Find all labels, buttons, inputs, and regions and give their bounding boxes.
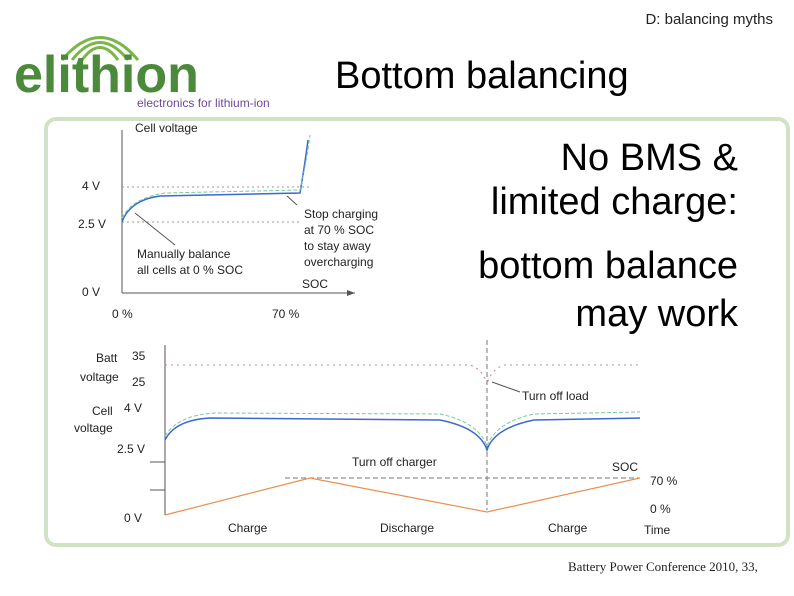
footer: Battery Power Conference 2010, 33, [568,559,758,574]
logo-name: elithion [14,46,199,104]
level-label: 2.5 V [117,442,145,456]
level-label: 0 % [112,307,133,321]
callout-line: limited charge: [491,181,738,223]
level-label: 4 V [82,179,100,193]
phase-label: Charge [228,521,268,535]
callout-line: bottom balance [478,245,738,287]
level-label: 25 [132,375,146,389]
logo: elithion electronics for lithium-ion [14,36,270,110]
note: Stop charging [304,207,378,221]
level-label: 4 V [124,401,142,415]
note: overcharging [304,255,373,269]
axis-label: Batt [96,351,118,365]
callout-line: No BMS & [561,137,738,179]
level-label: 2.5 V [78,217,106,231]
phase-label: Discharge [380,521,434,535]
axis-label: voltage [74,421,113,435]
note: to stay away [304,239,371,253]
top-diagram: Cell voltage 4 V 2.5 V 0 V SOC 0 % 70 % … [78,121,378,321]
level-label: 70 % [650,474,678,488]
note: Turn off load [522,389,589,403]
axis-label: SOC [302,277,328,291]
axis-label: Time [644,523,671,537]
level-label: 0 V [124,511,142,525]
section-label: D: balancing myths [645,11,773,28]
slide-title: Bottom balancing [335,55,629,97]
logo-tagline: electronics for lithium-ion [137,96,270,110]
level-label: 35 [132,349,146,363]
callout-line: may work [575,293,739,335]
axis-label: voltage [80,370,119,384]
axis-label: SOC [612,460,638,474]
note: all cells at 0 % SOC [137,263,243,277]
phase-label: Charge [548,521,588,535]
note: Manually balance [137,247,231,261]
axis-label: Cell voltage [135,121,198,135]
note: Turn off charger [352,455,437,469]
panel [44,117,790,547]
level-label: 0 V [82,285,100,299]
note: at 70 % SOC [304,223,374,237]
bottom-diagram: Batt voltage 35 25 Cell voltage 4 V 2.5 … [74,340,678,537]
axis-label: Cell [92,404,113,418]
level-label: 0 % [650,502,671,516]
level-label: 70 % [272,307,300,321]
